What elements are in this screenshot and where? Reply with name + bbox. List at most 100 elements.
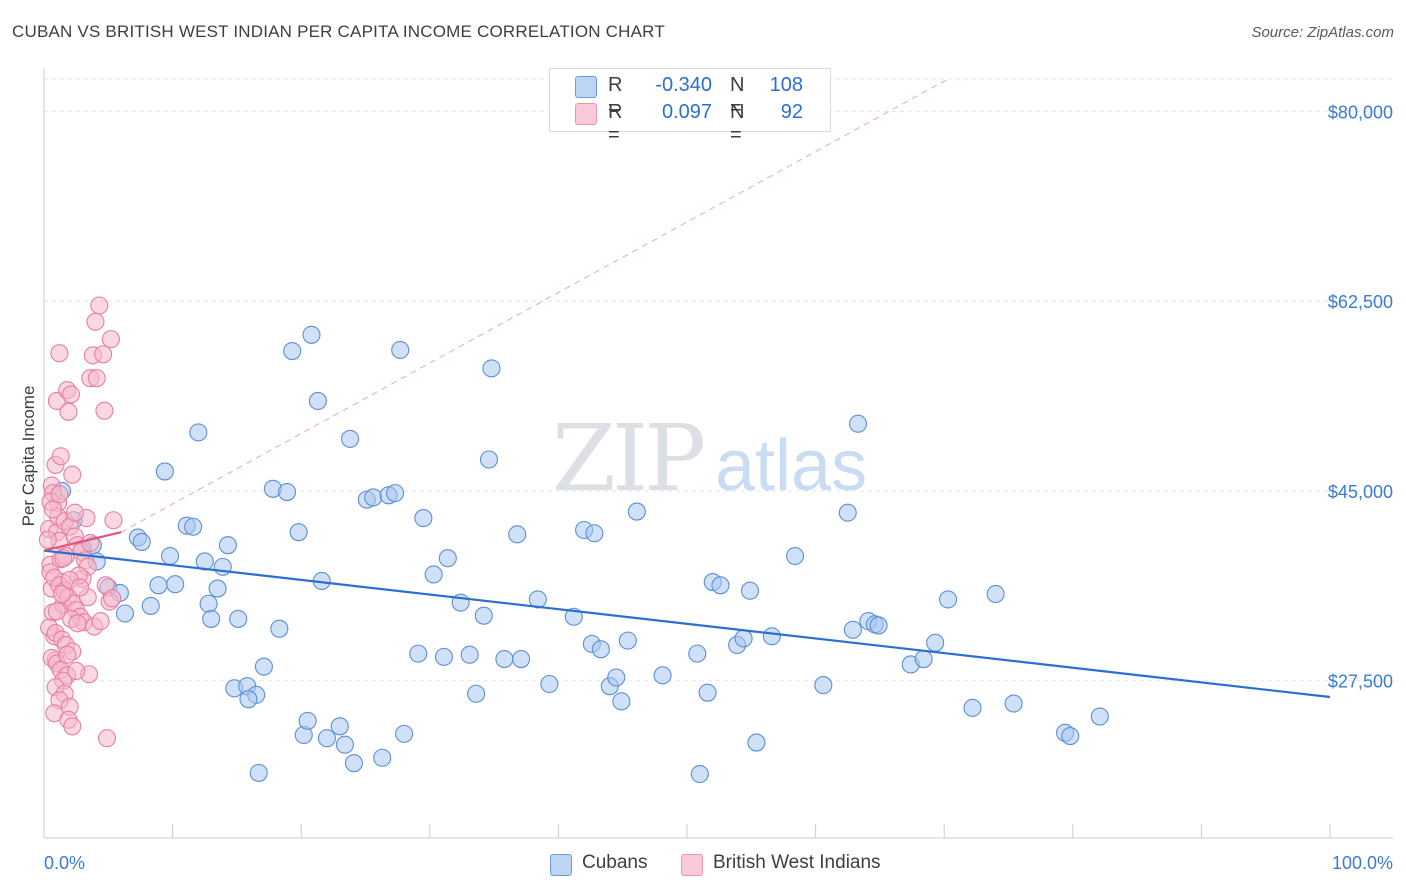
- point-cubans: [618, 631, 637, 650]
- point-british-west-indians: [51, 447, 70, 466]
- legend-r-value: 0.097: [661, 101, 712, 123]
- point-cubans: [734, 629, 753, 648]
- point-cubans: [283, 342, 302, 361]
- point-british-west-indians: [97, 729, 117, 748]
- point-cubans: [189, 423, 208, 442]
- x-tick-label: 100.0%: [1332, 853, 1393, 873]
- legend-r-value: -0.340: [655, 74, 712, 96]
- point-british-west-indians: [50, 485, 69, 504]
- point-cubans: [1061, 727, 1080, 746]
- point-british-west-indians: [101, 330, 120, 349]
- point-cubans: [335, 735, 354, 754]
- series-cubans: [52, 325, 1109, 784]
- point-cubans: [249, 763, 268, 782]
- y-tick-label: $80,000: [1328, 102, 1393, 122]
- point-cubans: [653, 666, 672, 685]
- legend-r-label: R =: [608, 74, 623, 119]
- x-tick-label: 0.0%: [44, 853, 85, 873]
- point-cubans: [869, 616, 888, 635]
- trend-line-british-west-indians: [43, 531, 122, 552]
- chart-title: CUBAN VS BRITISH WEST INDIAN PER CAPITA …: [12, 22, 665, 41]
- legend-series: Cubans British West Indians: [0, 852, 1406, 878]
- point-cubans: [317, 729, 336, 748]
- point-cubans: [814, 676, 833, 695]
- point-british-west-indians: [47, 602, 66, 621]
- y-tick-label: $27,500: [1328, 672, 1393, 692]
- point-british-west-indians: [95, 401, 114, 420]
- point-cubans: [607, 668, 626, 687]
- point-british-west-indians: [52, 584, 72, 604]
- point-cubans: [508, 525, 527, 544]
- trend-line-cubans: [43, 549, 1331, 699]
- point-cubans: [585, 524, 604, 543]
- x-tick-labels: 0.0% 100.0%: [44, 853, 1393, 873]
- point-cubans: [843, 620, 862, 639]
- point-cubans: [963, 698, 982, 717]
- point-cubans: [914, 650, 933, 669]
- point-cubans: [330, 717, 349, 736]
- point-cubans: [341, 429, 360, 448]
- point-cubans: [373, 748, 392, 767]
- point-cubans: [747, 733, 766, 752]
- point-cubans: [612, 692, 631, 711]
- point-cubans: [132, 532, 151, 551]
- point-cubans: [364, 488, 383, 507]
- point-cubans: [386, 484, 405, 503]
- point-cubans: [308, 391, 327, 410]
- point-cubans: [409, 644, 428, 663]
- point-british-west-indians: [38, 530, 57, 549]
- point-british-west-indians: [61, 385, 81, 404]
- point-cubans: [344, 754, 363, 773]
- point-cubans: [591, 640, 610, 659]
- point-cubans: [424, 565, 443, 584]
- point-cubans: [474, 606, 493, 625]
- point-cubans: [627, 502, 646, 521]
- point-cubans: [254, 657, 273, 676]
- y-tick-label: $45,000: [1328, 482, 1393, 502]
- watermark-zip: ZIP: [552, 405, 703, 512]
- point-cubans: [218, 536, 237, 555]
- point-cubans: [166, 575, 185, 594]
- point-cubans: [690, 764, 709, 784]
- reference-line: [120, 78, 949, 533]
- point-cubans: [213, 557, 232, 576]
- watermark-atlas: atlas: [715, 426, 867, 506]
- y-tick-labels: $27,500 $45,000 $62,500 $80,000: [1328, 102, 1393, 691]
- point-cubans: [391, 340, 410, 360]
- legend-swatch-pink: [575, 103, 597, 125]
- point-cubans: [149, 576, 168, 595]
- point-cubans: [1090, 707, 1109, 726]
- point-cubans: [495, 650, 514, 669]
- point-cubans: [711, 576, 730, 595]
- point-cubans: [438, 549, 457, 568]
- point-cubans: [160, 546, 180, 566]
- series-british-west-indians: [38, 296, 123, 748]
- point-british-west-indians: [87, 369, 106, 388]
- legend-label-cubans: Cubans: [582, 852, 648, 873]
- point-cubans: [184, 517, 203, 536]
- point-british-west-indians: [43, 500, 63, 519]
- point-cubans: [208, 579, 227, 598]
- point-cubans: [115, 604, 135, 623]
- point-british-west-indians: [91, 612, 110, 631]
- point-cubans: [414, 509, 433, 528]
- point-british-west-indians: [58, 645, 77, 664]
- trend-lines: [43, 531, 1331, 699]
- point-cubans: [278, 482, 297, 502]
- point-cubans: [155, 462, 174, 481]
- point-british-west-indians: [90, 296, 109, 315]
- point-cubans: [740, 581, 760, 600]
- point-british-west-indians: [59, 402, 78, 421]
- point-cubans: [939, 590, 958, 609]
- watermark: ZIP atlas: [552, 405, 867, 512]
- legend-n-value: 108: [769, 74, 803, 96]
- point-cubans: [460, 645, 479, 664]
- point-british-west-indians: [103, 589, 122, 608]
- point-british-west-indians: [70, 578, 90, 597]
- legend-swatch-blue: [550, 854, 572, 876]
- point-cubans: [467, 684, 486, 703]
- point-cubans: [848, 414, 868, 433]
- point-cubans: [302, 325, 321, 344]
- legend-swatch-blue: [575, 76, 597, 98]
